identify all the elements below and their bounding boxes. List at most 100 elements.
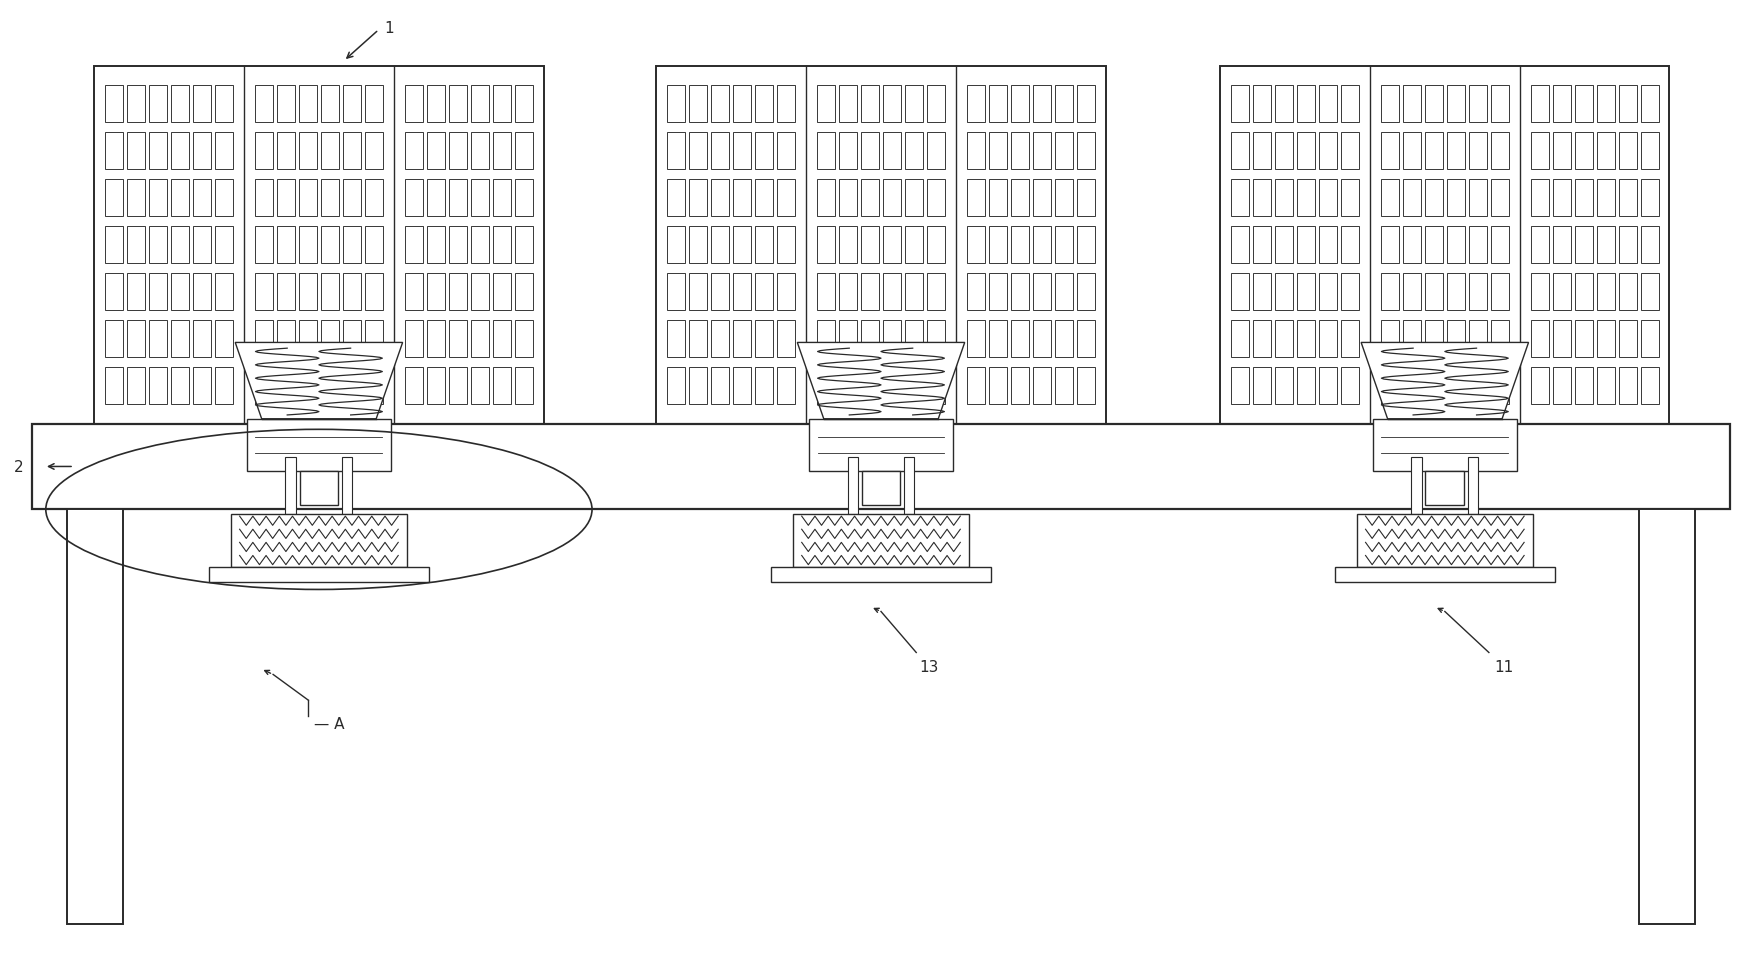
Bar xyxy=(1619,133,1637,170)
Bar xyxy=(300,472,338,505)
Bar xyxy=(1232,86,1249,123)
Bar xyxy=(862,274,879,311)
Bar xyxy=(106,180,123,216)
Bar xyxy=(733,86,751,123)
Bar xyxy=(106,133,123,170)
Bar xyxy=(1373,419,1517,472)
Bar xyxy=(689,133,707,170)
Bar xyxy=(1033,180,1050,216)
Bar xyxy=(405,86,423,123)
Bar xyxy=(733,274,751,311)
Bar xyxy=(1077,321,1094,357)
Bar xyxy=(1470,274,1487,311)
Bar xyxy=(818,274,835,311)
Bar xyxy=(106,227,123,264)
Bar xyxy=(1232,321,1249,357)
Bar xyxy=(344,321,361,357)
Bar xyxy=(689,274,707,311)
Bar xyxy=(1491,321,1508,357)
Bar xyxy=(1552,274,1570,311)
Bar xyxy=(493,321,511,357)
Bar xyxy=(818,227,835,264)
Bar xyxy=(1381,180,1399,216)
Bar xyxy=(405,133,423,170)
Bar xyxy=(1320,180,1337,216)
Bar xyxy=(733,368,751,405)
Bar xyxy=(449,133,467,170)
Bar xyxy=(1297,227,1314,264)
Bar xyxy=(127,86,144,123)
Bar xyxy=(988,274,1006,311)
Text: — A: — A xyxy=(314,717,344,732)
Bar xyxy=(1447,86,1464,123)
Bar xyxy=(194,133,211,170)
Bar xyxy=(988,368,1006,405)
Bar xyxy=(32,424,1730,510)
Bar xyxy=(1596,180,1614,216)
Bar xyxy=(1232,133,1249,170)
Bar xyxy=(883,133,900,170)
Bar xyxy=(1320,321,1337,357)
Bar xyxy=(883,86,900,123)
Bar xyxy=(1447,180,1464,216)
Bar xyxy=(1619,368,1637,405)
Bar xyxy=(1552,180,1570,216)
Bar xyxy=(906,180,923,216)
Bar xyxy=(255,321,273,357)
Bar xyxy=(426,227,444,264)
Bar xyxy=(1425,368,1443,405)
Bar xyxy=(809,419,953,472)
Bar xyxy=(839,274,856,311)
Bar xyxy=(689,86,707,123)
Bar xyxy=(215,321,233,357)
Bar xyxy=(1447,321,1464,357)
Bar xyxy=(1491,133,1508,170)
Bar xyxy=(1357,515,1533,567)
Bar xyxy=(277,321,294,357)
Bar xyxy=(883,227,900,264)
Bar xyxy=(470,227,488,264)
Bar xyxy=(1575,180,1593,216)
Bar xyxy=(1276,227,1293,264)
Bar xyxy=(1639,510,1695,924)
Bar xyxy=(1253,180,1270,216)
Bar xyxy=(1403,321,1420,357)
Bar xyxy=(215,180,233,216)
Bar xyxy=(1341,368,1359,405)
Bar xyxy=(1531,368,1549,405)
Bar xyxy=(927,86,944,123)
Bar xyxy=(1470,180,1487,216)
Bar xyxy=(405,368,423,405)
Bar xyxy=(1552,321,1570,357)
Bar xyxy=(171,180,189,216)
Bar xyxy=(127,227,144,264)
Bar xyxy=(668,180,685,216)
Bar xyxy=(1320,368,1337,405)
Bar xyxy=(927,274,944,311)
Bar xyxy=(883,368,900,405)
Bar xyxy=(277,180,294,216)
Bar xyxy=(300,180,317,216)
Bar xyxy=(470,133,488,170)
Bar xyxy=(321,86,338,123)
Bar xyxy=(321,133,338,170)
Polygon shape xyxy=(796,343,966,419)
Bar xyxy=(883,274,900,311)
Bar xyxy=(1403,86,1420,123)
Bar xyxy=(1575,321,1593,357)
Bar xyxy=(772,567,990,582)
Bar xyxy=(1531,321,1549,357)
Bar xyxy=(1297,368,1314,405)
Bar xyxy=(1297,321,1314,357)
Bar xyxy=(1491,274,1508,311)
Bar xyxy=(515,321,532,357)
Bar xyxy=(515,180,532,216)
Bar xyxy=(712,321,729,357)
Bar xyxy=(470,321,488,357)
Bar xyxy=(1276,274,1293,311)
Bar xyxy=(777,86,795,123)
Bar xyxy=(1552,86,1570,123)
Bar xyxy=(1011,321,1029,357)
Bar xyxy=(171,133,189,170)
Bar xyxy=(67,510,123,924)
